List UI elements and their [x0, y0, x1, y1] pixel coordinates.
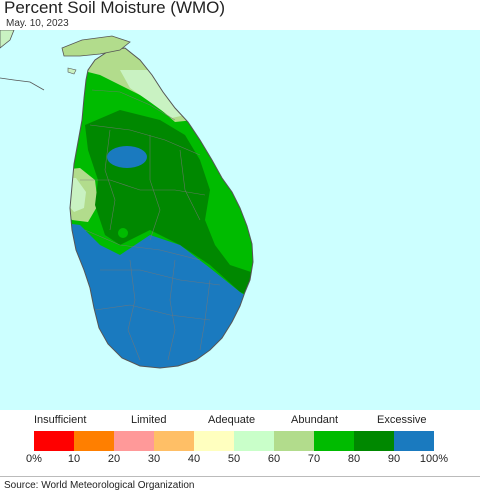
legend-tick-3: 30	[147, 453, 161, 465]
legend-tick-4: 40	[187, 453, 201, 465]
jaffna-peninsula	[61, 35, 131, 57]
legend-swatch-3	[154, 431, 194, 451]
abundant-patch	[118, 228, 128, 238]
india-tip	[0, 30, 15, 49]
legend-tick-2: 20	[107, 453, 121, 465]
legend-swatch-9	[394, 431, 434, 451]
legend-tick-10: 100%	[419, 453, 449, 465]
footer: Source: World Meteorological Organizatio…	[0, 476, 480, 495]
map-title: Percent Soil Moisture (WMO)	[4, 0, 226, 17]
legend-tick-6: 60	[267, 453, 281, 465]
legend-category-limited: Limited	[131, 414, 167, 426]
legend-swatch-4	[194, 431, 234, 451]
west-light-zone	[70, 178, 86, 212]
legend-category-excessive: Excessive	[377, 414, 427, 426]
legend-tick-8: 80	[347, 453, 361, 465]
legend-swatch-6	[274, 431, 314, 451]
legend-swatch-8	[354, 431, 394, 451]
map-date: May. 10, 2023	[6, 18, 69, 29]
district-boundaries	[80, 89, 221, 361]
legend-tick-1: 10	[67, 453, 81, 465]
adams-bridge	[0, 77, 45, 91]
legend-tick-5: 50	[227, 453, 241, 465]
legend-swatch-1	[74, 431, 114, 451]
legend-category-adequate: Adequate	[208, 414, 256, 426]
north-light-zone	[120, 70, 185, 118]
legend-swatch-2	[114, 431, 154, 451]
mannar-island	[67, 67, 77, 75]
legend-tick-0: 0%	[26, 453, 42, 465]
legend-tick-9: 90	[387, 453, 401, 465]
sri-lanka-map	[0, 30, 254, 369]
legend-color-bar	[34, 431, 434, 451]
legend-tick-7: 70	[307, 453, 321, 465]
excessive-patch	[107, 146, 147, 168]
legend-category-insufficient: Insufficient	[34, 414, 87, 426]
map-area	[0, 30, 480, 410]
legend-swatch-7	[314, 431, 354, 451]
legend-swatch-5	[234, 431, 274, 451]
legend-swatch-0	[34, 431, 74, 451]
source-credit: Source: World Meteorological Organizatio…	[4, 480, 195, 491]
island-outline	[69, 47, 254, 369]
legend-category-abundant: Abundant	[291, 414, 339, 426]
